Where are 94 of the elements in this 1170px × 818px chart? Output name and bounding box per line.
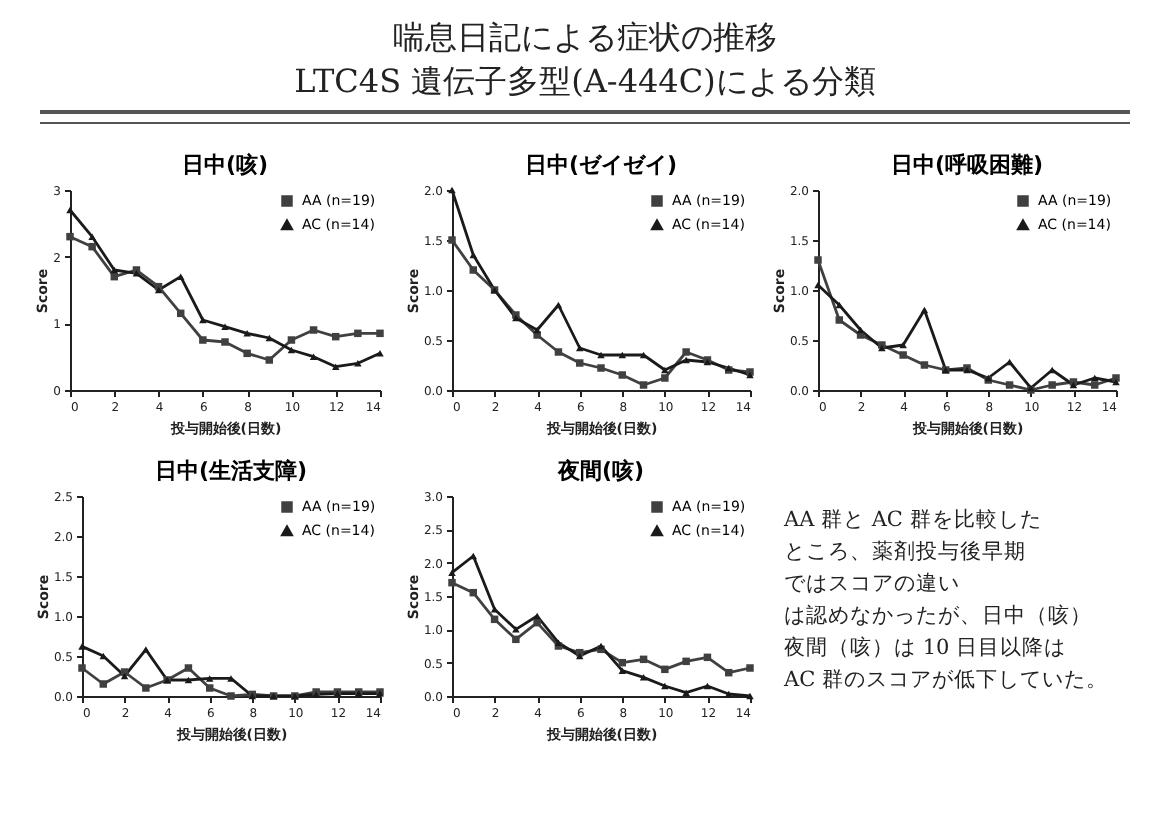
point bbox=[88, 242, 96, 251]
point bbox=[66, 232, 74, 241]
point bbox=[78, 643, 86, 650]
point bbox=[814, 256, 822, 264]
point bbox=[899, 341, 907, 349]
point bbox=[661, 374, 669, 382]
chart-title: 日中(咳) bbox=[181, 152, 269, 178]
text: AC 群のスコアが低下していた。 bbox=[784, 666, 1110, 696]
point bbox=[746, 664, 754, 672]
point bbox=[899, 351, 907, 359]
point bbox=[512, 626, 520, 633]
point bbox=[639, 351, 648, 359]
point bbox=[682, 689, 690, 696]
point bbox=[469, 552, 478, 560]
point bbox=[1090, 381, 1099, 389]
point bbox=[469, 266, 478, 274]
point bbox=[243, 330, 251, 337]
point bbox=[88, 233, 96, 240]
point bbox=[287, 336, 296, 344]
point bbox=[1048, 366, 1056, 374]
text: ではスコアの違い bbox=[784, 570, 962, 600]
point bbox=[199, 316, 207, 324]
point bbox=[1090, 374, 1099, 382]
point bbox=[199, 336, 207, 344]
point bbox=[682, 356, 690, 364]
point bbox=[639, 674, 648, 681]
chart-title: 日中(呼吸困難) bbox=[890, 152, 1044, 178]
point bbox=[221, 338, 229, 346]
point bbox=[618, 667, 627, 674]
text: 夜間（咳）は 10 日目以降は bbox=[784, 634, 1069, 664]
point bbox=[639, 381, 648, 389]
point bbox=[661, 366, 669, 374]
text: LTC4S 遺伝子多型(A-444C)による分類 bbox=[292, 60, 878, 104]
point bbox=[682, 657, 690, 666]
point bbox=[533, 326, 541, 334]
text: AA 群と AC 群を比較した bbox=[784, 506, 1044, 536]
point bbox=[469, 251, 478, 259]
point bbox=[184, 664, 193, 672]
point bbox=[814, 281, 822, 289]
point bbox=[618, 371, 627, 379]
point bbox=[309, 353, 318, 360]
point bbox=[205, 675, 214, 682]
point bbox=[682, 348, 690, 356]
point bbox=[554, 301, 563, 309]
point bbox=[533, 618, 541, 627]
text: ところ、薬剤投与後早期 bbox=[784, 538, 1028, 568]
point bbox=[309, 326, 318, 334]
point bbox=[597, 364, 605, 372]
point bbox=[265, 356, 274, 364]
point bbox=[376, 329, 384, 338]
point bbox=[920, 361, 929, 369]
point bbox=[142, 646, 150, 653]
point bbox=[554, 348, 563, 356]
point bbox=[835, 316, 844, 324]
point bbox=[184, 676, 193, 684]
point bbox=[227, 692, 235, 700]
point bbox=[1005, 381, 1014, 389]
point bbox=[575, 359, 584, 367]
point bbox=[331, 363, 340, 370]
point bbox=[354, 329, 362, 338]
point bbox=[354, 360, 362, 367]
point bbox=[110, 266, 119, 274]
point bbox=[1048, 381, 1056, 389]
point bbox=[265, 334, 274, 342]
point bbox=[597, 351, 605, 359]
point bbox=[221, 323, 229, 330]
chart-title: 夜間(咳) bbox=[555, 458, 645, 484]
point bbox=[1005, 358, 1014, 366]
point bbox=[99, 680, 108, 688]
point bbox=[575, 344, 584, 352]
point bbox=[376, 350, 384, 357]
point bbox=[66, 206, 74, 214]
point bbox=[512, 635, 520, 644]
point bbox=[448, 569, 456, 576]
text: は認めなかったが、日中（咳） bbox=[784, 602, 1094, 632]
point bbox=[703, 682, 712, 690]
point bbox=[533, 612, 541, 620]
point bbox=[661, 682, 669, 690]
point bbox=[835, 301, 844, 309]
point bbox=[205, 684, 214, 692]
point bbox=[448, 578, 456, 587]
point bbox=[142, 684, 150, 692]
point bbox=[243, 349, 251, 358]
point bbox=[490, 606, 499, 613]
point bbox=[78, 664, 86, 672]
chart-title: 日中(生活支障) bbox=[154, 458, 308, 484]
chart-title: 日中(ゼイゼイ) bbox=[524, 152, 678, 178]
point bbox=[724, 690, 733, 698]
point bbox=[618, 351, 627, 359]
point bbox=[856, 326, 865, 334]
point bbox=[661, 665, 669, 674]
text: 喘息日記による症状の推移 bbox=[391, 16, 779, 60]
point bbox=[287, 346, 296, 354]
point bbox=[920, 306, 929, 314]
